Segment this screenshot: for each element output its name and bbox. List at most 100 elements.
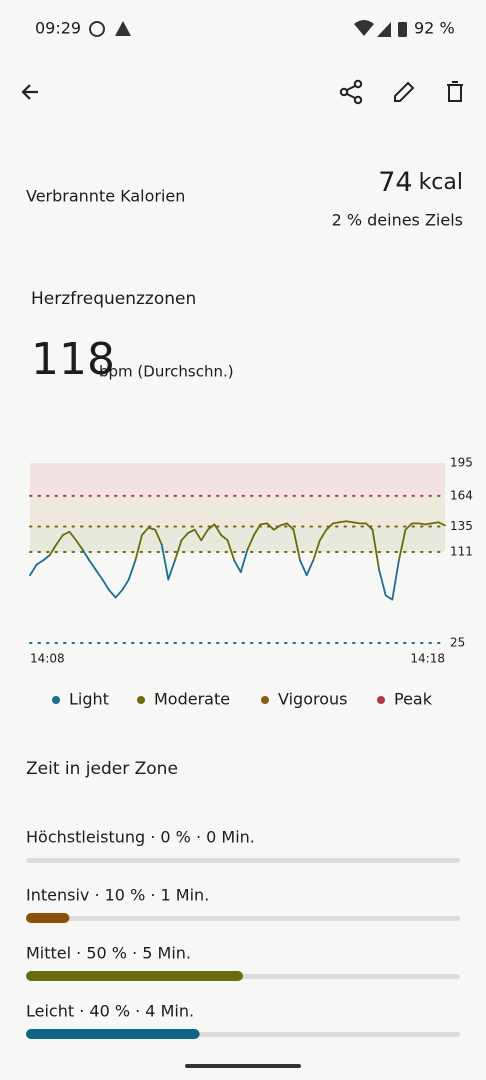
heart-rate-segment (193, 528, 203, 542)
zone-band (30, 526, 445, 552)
zone-label: Höchstleistung · 0 % · 0 Min. (26, 828, 255, 847)
heart-rate-segment (88, 559, 97, 571)
zones-title: Zeit in jeder Zone (26, 759, 178, 779)
legend-swatch (377, 696, 385, 704)
heart-rate-segment (259, 522, 269, 526)
heart-rate-segment (108, 589, 117, 599)
zone-track (26, 858, 460, 863)
heart-rate-segment (266, 522, 275, 531)
heart-rate-segment (127, 559, 137, 581)
calories-value: 74 kcal (378, 167, 463, 198)
heart-rate-segment (417, 522, 427, 526)
y-tick-label: 111 (450, 544, 473, 558)
heart-rate-segment (180, 531, 189, 542)
heart-rate-segment (141, 526, 150, 536)
heart-rate-segment (42, 554, 51, 562)
heart-rate-segment (437, 521, 446, 527)
heart-rate-segment (312, 539, 321, 562)
edit-button[interactable] (394, 81, 415, 102)
battery-level: 92 % (414, 19, 455, 38)
legend-swatch (261, 696, 269, 704)
heart-rate-segment (430, 521, 440, 525)
back-button[interactable] (21, 84, 38, 100)
heart-rate-segment (75, 539, 84, 551)
heart-rate-segment (55, 534, 64, 546)
zone-label: Leicht · 40 % · 4 Min. (26, 1002, 194, 1021)
heart-average: 118 (31, 334, 115, 385)
heart-rate-segment (404, 522, 413, 531)
heart-rate-segment (35, 559, 45, 566)
zone-bar (26, 913, 70, 923)
heart-rate-segment (154, 528, 163, 546)
heart-rate-segment (292, 528, 301, 562)
heart-rate-segment (305, 559, 315, 577)
zone-band (30, 495, 445, 527)
heart-rate-segment (371, 528, 381, 571)
zone-bar (26, 1029, 200, 1039)
calories-unit: kcal (419, 170, 463, 195)
warning-icon (115, 21, 131, 36)
legend-label: Vigorous (278, 690, 347, 709)
heart-rate-segment (160, 543, 170, 581)
heart-rate-segment (239, 548, 249, 573)
delete-button[interactable] (447, 81, 463, 102)
heart-rate-segment (200, 528, 209, 542)
x-tick-label: 14:08 (30, 652, 65, 666)
whatsapp-icon (89, 21, 105, 37)
wifi-icon (354, 20, 374, 36)
heart-rate-segment (213, 523, 222, 536)
legend-label: Peak (394, 690, 433, 709)
heart-rate-segment (94, 569, 104, 581)
heart-rate-segment (134, 534, 143, 562)
legend-label: Moderate (154, 690, 230, 709)
x-tick-label: 14:18 (410, 652, 445, 666)
legend-swatch (52, 696, 60, 704)
heart-rate-segment (345, 520, 354, 524)
heart-rate-segment (279, 522, 288, 527)
calories-label: Verbrannte Kalorien (26, 187, 185, 206)
heart-rate-segment (332, 521, 341, 525)
heart-rate-segment (384, 594, 394, 601)
heart-rate-segment (272, 524, 282, 531)
heart-rate-segment (365, 522, 374, 531)
heart-rate-segment (121, 578, 130, 591)
y-tick-label: 164 (450, 488, 473, 502)
heart-rate-segment (378, 569, 387, 597)
heart-chart: 25 111 135 164 195 14:08 14:18 (29, 456, 473, 666)
zone-bar (26, 971, 243, 981)
heart-unit: bpm (Durchschn.) (99, 363, 234, 381)
legend-label: Light (69, 690, 109, 709)
heart-rate-segment (101, 578, 110, 591)
heart-rate-segment (424, 522, 433, 526)
zone-list: Höchstleistung · 0 % · 0 Min. Intensiv · … (26, 828, 460, 1039)
heart-rate-segment (325, 522, 334, 531)
share-button[interactable] (339, 79, 363, 105)
y-tick-label: 25 (450, 636, 465, 650)
heart-rate-segment (68, 530, 78, 542)
heart-rate-segment (167, 559, 176, 581)
heart-title: Herzfrequenzzonen (31, 289, 196, 309)
heart-rate-segment (338, 520, 348, 524)
legend-swatch (137, 696, 145, 704)
heart-rate-segment (81, 548, 91, 562)
legend: Light Moderate Vigorous Peak (52, 690, 433, 709)
heart-rate-segment (318, 528, 328, 542)
heart-rate-segment (206, 523, 216, 531)
zone-track (26, 916, 460, 921)
heart-rate-segment (147, 526, 157, 531)
heart-rate-segment (286, 522, 295, 531)
heart-rate-segment (226, 539, 236, 562)
heart-rate-segment (187, 528, 196, 534)
status-time: 09:29 (35, 19, 81, 38)
calories-number: 74 (378, 167, 412, 198)
zone-band (30, 463, 445, 496)
battery-icon (398, 22, 407, 37)
zone-label: Mittel · 50 % · 5 Min. (26, 944, 191, 963)
zone-label: Intensiv · 10 % · 1 Min. (26, 886, 209, 905)
home-indicator (185, 1064, 301, 1068)
calories-goal: 2 % deines Ziels (332, 211, 463, 230)
heart-rate-segment (48, 543, 58, 557)
signal-icon (377, 22, 391, 37)
heart-rate-segment (114, 589, 124, 599)
